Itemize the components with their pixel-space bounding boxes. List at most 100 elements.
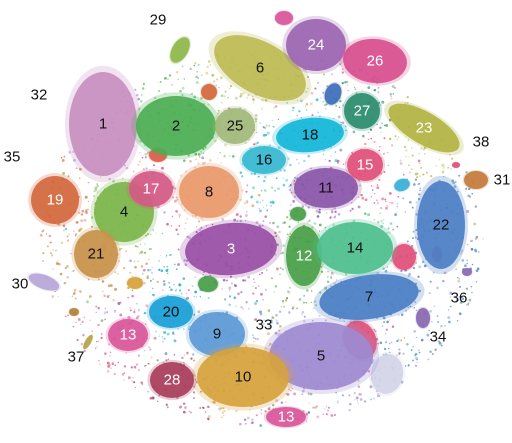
scatter-point xyxy=(473,222,477,226)
scatter-point xyxy=(326,85,329,88)
scatter-point xyxy=(467,302,470,305)
scatter-point xyxy=(389,202,391,204)
scatter-point xyxy=(123,379,125,381)
satellite-cluster xyxy=(451,161,461,169)
scatter-point xyxy=(387,164,390,167)
cluster-label-33: 33 xyxy=(256,317,273,334)
scatter-point xyxy=(83,316,86,319)
scatter-point xyxy=(175,196,178,199)
scatter-point xyxy=(149,279,152,282)
scatter-point xyxy=(170,253,173,256)
scatter-point xyxy=(351,151,353,154)
scatter-point xyxy=(177,233,180,236)
scatter-point xyxy=(152,278,154,280)
scatter-point xyxy=(202,407,205,409)
scatter-point xyxy=(260,292,263,296)
scatter-point xyxy=(349,209,352,212)
scatter-point xyxy=(265,124,268,127)
scatter-point xyxy=(383,321,386,324)
scatter-point xyxy=(138,107,141,111)
scatter-point xyxy=(286,290,289,292)
scatter-point xyxy=(280,252,282,255)
scatter-point xyxy=(42,251,45,255)
scatter-point xyxy=(389,192,392,195)
scatter-point xyxy=(175,268,178,271)
scatter-point xyxy=(242,308,244,310)
scatter-point xyxy=(279,266,282,270)
scatter-point xyxy=(331,211,334,214)
scatter-point xyxy=(74,297,77,300)
scatter-point xyxy=(289,233,292,235)
scatter-point xyxy=(344,162,347,164)
scatter-point xyxy=(437,340,441,343)
scatter-point xyxy=(75,167,78,170)
scatter-point xyxy=(406,95,409,99)
scatter-point xyxy=(136,246,139,248)
scatter-point xyxy=(385,123,389,127)
scatter-point xyxy=(377,342,379,345)
scatter-point xyxy=(275,234,278,237)
scatter-point xyxy=(408,272,412,276)
scatter-point xyxy=(131,289,134,292)
scatter-point xyxy=(221,411,225,415)
scatter-point xyxy=(47,245,49,248)
cluster-region-16 xyxy=(239,144,289,176)
scatter-point xyxy=(268,326,270,328)
scatter-point xyxy=(386,266,389,268)
scatter-point xyxy=(158,335,160,337)
scatter-point xyxy=(138,369,140,371)
scatter-point xyxy=(72,292,76,295)
scatter-point xyxy=(388,137,392,141)
scatter-point xyxy=(125,352,127,355)
scatter-point xyxy=(108,364,111,367)
scatter-point xyxy=(208,159,212,162)
scatter-point xyxy=(202,147,205,151)
scatter-point xyxy=(184,209,186,211)
scatter-point xyxy=(418,162,421,165)
scatter-point xyxy=(266,332,270,336)
scatter-point xyxy=(123,365,127,368)
scatter-point xyxy=(194,152,198,156)
scatter-point xyxy=(52,249,54,251)
scatter-point xyxy=(458,295,461,298)
cluster-label-35: 35 xyxy=(4,149,21,166)
scatter-point xyxy=(146,275,150,278)
scatter-point xyxy=(217,112,220,115)
scatter-point xyxy=(399,270,403,273)
scatter-point xyxy=(131,294,134,298)
scatter-point xyxy=(163,266,165,268)
scatter-point xyxy=(327,406,330,409)
scatter-point xyxy=(419,175,421,178)
scatter-point xyxy=(191,285,194,288)
cluster-label-13: 13 xyxy=(278,409,295,426)
scatter-point xyxy=(198,228,202,232)
scatter-point xyxy=(179,289,182,292)
scatter-point xyxy=(420,166,423,169)
scatter-point xyxy=(389,259,393,262)
scatter-point xyxy=(290,204,292,206)
scatter-point xyxy=(228,286,232,290)
scatter-point xyxy=(271,403,275,407)
scatter-point xyxy=(377,91,380,94)
scatter-point xyxy=(419,187,422,189)
scatter-point xyxy=(405,155,407,158)
scatter-point xyxy=(79,227,83,231)
scatter-point xyxy=(91,330,94,332)
scatter-point xyxy=(195,158,197,161)
scatter-point xyxy=(407,364,410,367)
scatter-point xyxy=(277,332,279,335)
scatter-point xyxy=(261,224,264,227)
scatter-point xyxy=(343,319,345,321)
scatter-point xyxy=(201,152,203,154)
scatter-point xyxy=(470,239,474,242)
scatter-point xyxy=(408,200,412,204)
scatter-point xyxy=(221,218,225,222)
scatter-point xyxy=(400,381,404,384)
scatter-point xyxy=(344,125,347,128)
scatter-point xyxy=(330,276,333,280)
scatter-point xyxy=(475,281,478,283)
scatter-point xyxy=(179,89,182,93)
scatter-point xyxy=(381,325,384,327)
satellite-cluster xyxy=(273,10,295,26)
scatter-point xyxy=(311,114,314,117)
